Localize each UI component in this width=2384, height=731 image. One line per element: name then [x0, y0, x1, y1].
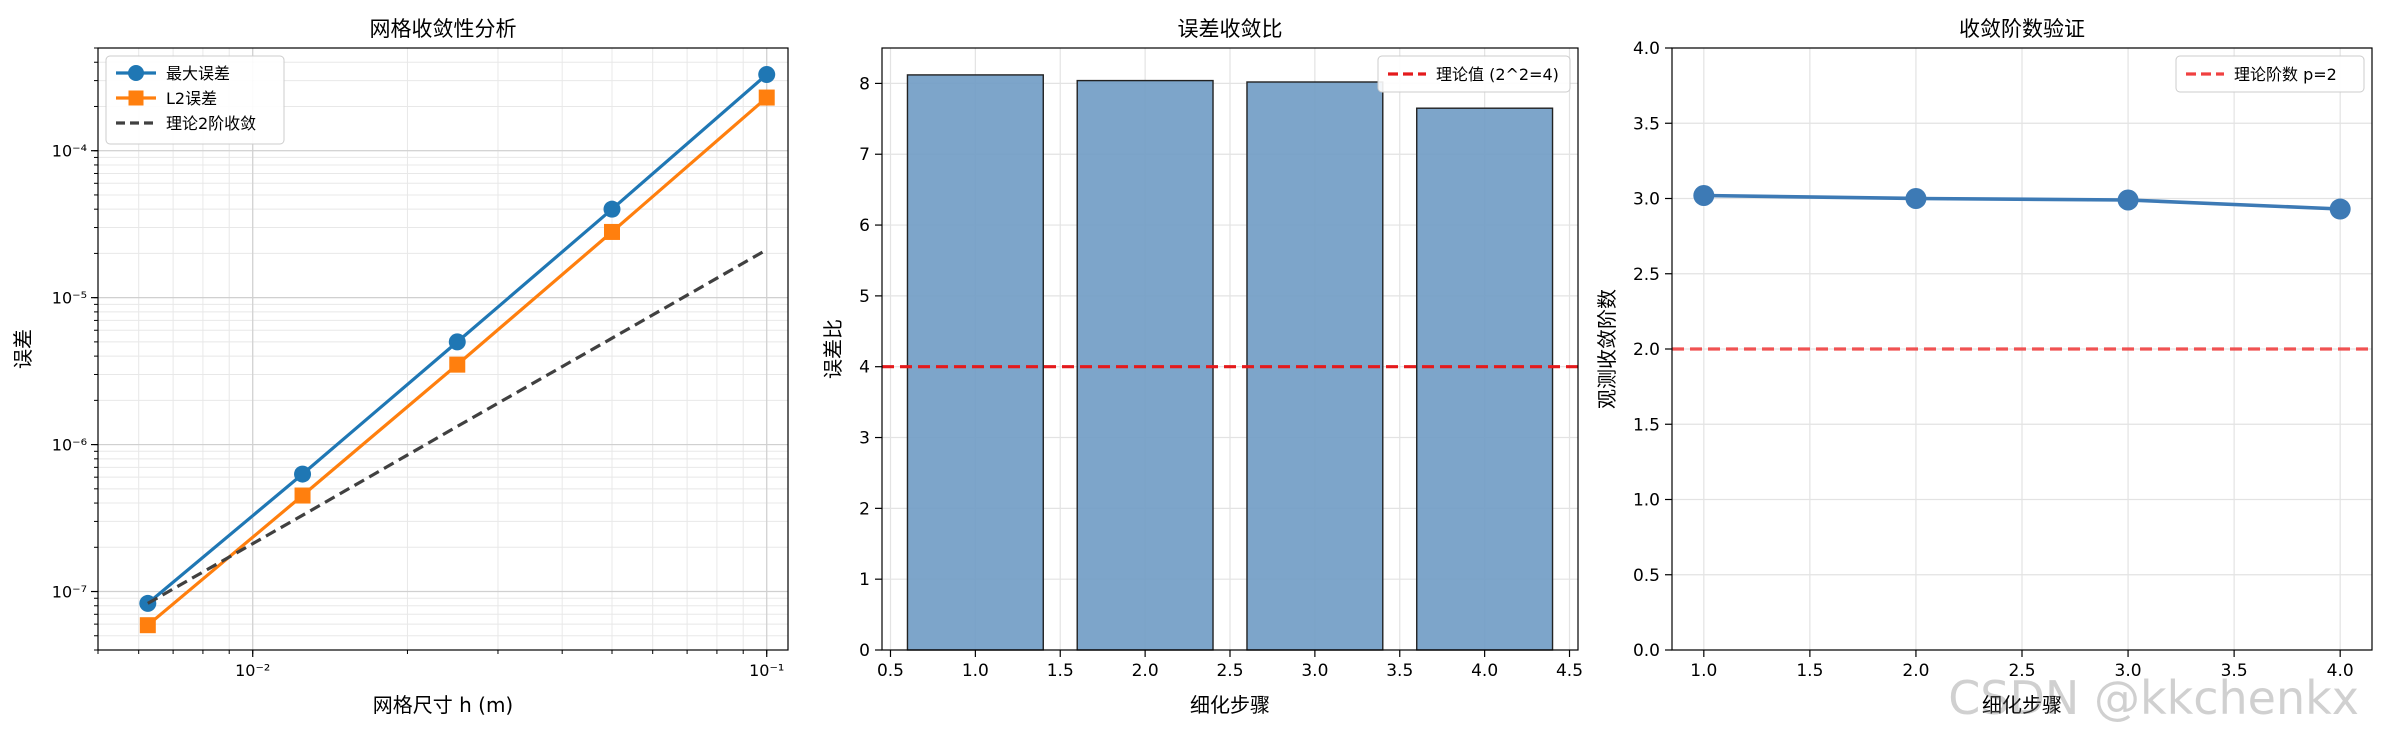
chart-mesh-convergence: 10⁻² 10⁻¹10⁻⁷10⁻⁶10⁻⁵10⁻⁴最大误差L2误差理论2阶收敛网格… [11, 17, 789, 717]
legend: 理论阶数 p=2 [2175, 55, 2365, 93]
data-point [758, 89, 775, 106]
y-tick-label: 2 [859, 499, 870, 519]
y-tick-label: 10⁻⁷ [52, 583, 87, 602]
chart-title: 网格收敛性分析 [370, 17, 517, 41]
chart-convergence-order: 1.0 1.5 2.0 2.5 3.0 3.5 4.0 0.0 0.5 1.0 1.5 2.0 2.5 3… [1595, 17, 2373, 717]
x-tick-label: 2.5 [2008, 661, 2035, 681]
y-tick-label: 1.0 [1633, 491, 1660, 511]
x-tick-label: 4.5 [1556, 661, 1583, 681]
y-tick-label: 4.0 [1633, 39, 1660, 59]
y-tick-label: 1 [859, 570, 870, 590]
data-point [448, 333, 466, 351]
y-tick-label: 6 [859, 216, 870, 236]
x-tick-label: 4.0 [2327, 661, 2354, 681]
watermark: CSDN @kkchenkx [1948, 671, 2359, 725]
x-tick-label: 3.0 [2115, 661, 2142, 681]
x-tick-label: 4.0 [1471, 661, 1498, 681]
data-point [758, 66, 776, 84]
bar-step-1 [906, 74, 1044, 651]
chart-title: 误差收敛比 [1178, 17, 1283, 41]
x-axis-label: 网格尺寸 h (m) [373, 693, 513, 717]
data-point [139, 617, 156, 634]
x-tick-label: 1.5 [1796, 661, 1823, 681]
y-tick-label: 10⁻⁵ [52, 289, 87, 308]
x-tick-label: 10⁻² [235, 661, 270, 680]
y-tick-label: 3.5 [1633, 114, 1660, 134]
y-axis-label: 观测收敛阶数 [1595, 289, 1619, 409]
series-line-3 [147, 248, 768, 605]
legend-label: 最大误差 [166, 64, 230, 83]
legend: 理论值 (2^2=4) [1377, 55, 1571, 93]
x-tick-label: 3.5 [2221, 661, 2248, 681]
x-axis-label: 细化步骤 [1190, 693, 1270, 717]
legend-marker [128, 65, 144, 81]
plot-frame [881, 47, 1579, 651]
series-line-1 [1703, 193, 2341, 211]
y-axis-label: 误差 [11, 329, 35, 369]
data-point [294, 487, 311, 504]
data-point [294, 465, 312, 483]
legend-label: 理论2阶收敛 [166, 114, 256, 133]
x-tick-label: 10⁻¹ [749, 661, 784, 680]
y-tick-label: 7 [859, 145, 870, 165]
plot-frame [97, 47, 789, 651]
y-tick-label: 2.5 [1633, 265, 1660, 285]
y-tick-label: 0.0 [1633, 641, 1660, 661]
data-point [603, 223, 620, 240]
y-tick-label: 0.5 [1633, 566, 1660, 586]
y-tick-label: 0 [859, 641, 870, 661]
data-point [2117, 189, 2139, 211]
chart-title: 收敛阶数验证 [1959, 17, 2085, 41]
legend-label: 理论阶数 p=2 [2234, 65, 2337, 84]
x-axis-label: 细化步骤 [1982, 693, 2062, 717]
y-tick-label: 10⁻⁴ [52, 142, 87, 161]
y-tick-label: 4 [859, 358, 870, 378]
x-tick-label: 0.5 [877, 661, 904, 681]
y-tick-label: 3 [859, 429, 870, 449]
x-tick-label: 1.0 [962, 661, 989, 681]
legend-box [1377, 55, 1571, 93]
plot-frame [1671, 47, 2373, 651]
legend-label: 理论值 (2^2=4) [1436, 65, 1559, 84]
x-tick-label: 3.5 [1386, 661, 1413, 681]
data-point [603, 200, 621, 218]
y-axis-label: 误差比 [821, 319, 845, 379]
data-point [1905, 188, 1927, 209]
x-tick-label: 3.0 [1301, 661, 1328, 681]
y-tick-label: 3.0 [1633, 190, 1660, 210]
x-tick-label: 1.5 [1047, 661, 1074, 681]
y-tick-label: 2.0 [1633, 340, 1660, 360]
y-tick-label: 1.5 [1633, 415, 1660, 435]
legend-label: L2误差 [166, 89, 217, 108]
legend-box [2175, 55, 2365, 93]
x-tick-label: 2.5 [1216, 661, 1243, 681]
bar-step-4 [1416, 107, 1554, 651]
chart-error-ratio: 0.5 1.0 1.5 2.0 2.5 3.0 3.5 4.0 4.5 0 1 2 3 4 5 6 7 8 理论值 … [821, 17, 1583, 717]
legend-marker [128, 90, 144, 106]
data-point [449, 356, 466, 373]
x-tick-label: 1.0 [1690, 661, 1717, 681]
y-tick-label: 10⁻⁶ [52, 436, 87, 455]
data-point [2329, 198, 2351, 220]
x-tick-label: 2.0 [1902, 661, 1929, 681]
data-point [1693, 184, 1715, 206]
y-tick-label: 8 [859, 74, 870, 94]
x-tick-label: 2.0 [1132, 661, 1159, 681]
y-tick-label: 5 [859, 287, 870, 307]
